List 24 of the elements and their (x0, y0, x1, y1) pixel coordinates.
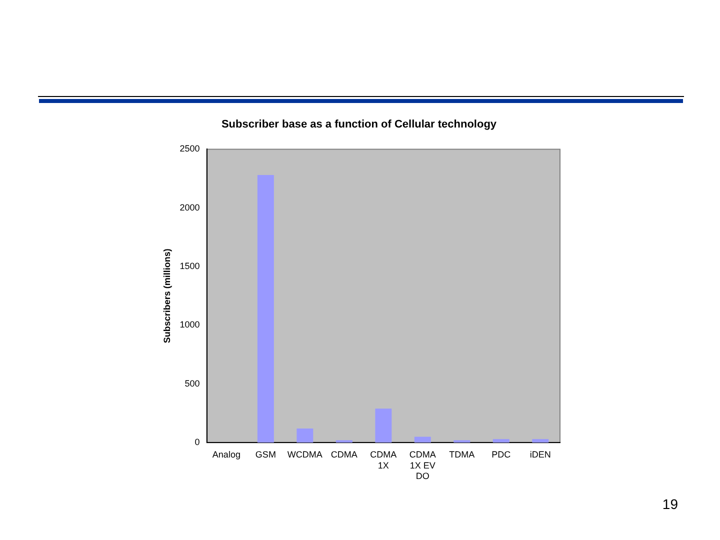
y-tick-label: 2000 (180, 202, 200, 212)
x-tick-label: CDMA 1X EV DO (409, 449, 436, 482)
y-tick-label: 2500 (180, 144, 200, 154)
x-tick-label: CDMA (330, 449, 358, 460)
chart-title: Subscriber base as a function of Cellular technology (221, 118, 498, 131)
y-tick-label: 0 (194, 437, 200, 448)
bar (257, 175, 274, 443)
x-tick-label: Analog (212, 449, 240, 460)
bar (492, 439, 510, 443)
text: 19 (662, 496, 678, 512)
bar (296, 428, 314, 443)
y-tick-label: 1500 (180, 261, 200, 272)
y-axis-title: Subscribers (millions) (162, 248, 172, 344)
x-tick-label: CDMA 1X (370, 449, 397, 470)
bar (375, 408, 392, 443)
y-tick-label: 1000 (180, 320, 200, 330)
bar (414, 436, 431, 443)
x-tick-label: iDEN (530, 449, 551, 460)
x-tick-label: PDC (492, 449, 512, 460)
x-tick-label: WCDMA (287, 449, 322, 460)
bar (532, 439, 549, 443)
x-tick-label: TDMA (449, 449, 475, 460)
x-tick-label: GSM (255, 449, 276, 460)
y-tick-label: 500 (184, 378, 200, 388)
